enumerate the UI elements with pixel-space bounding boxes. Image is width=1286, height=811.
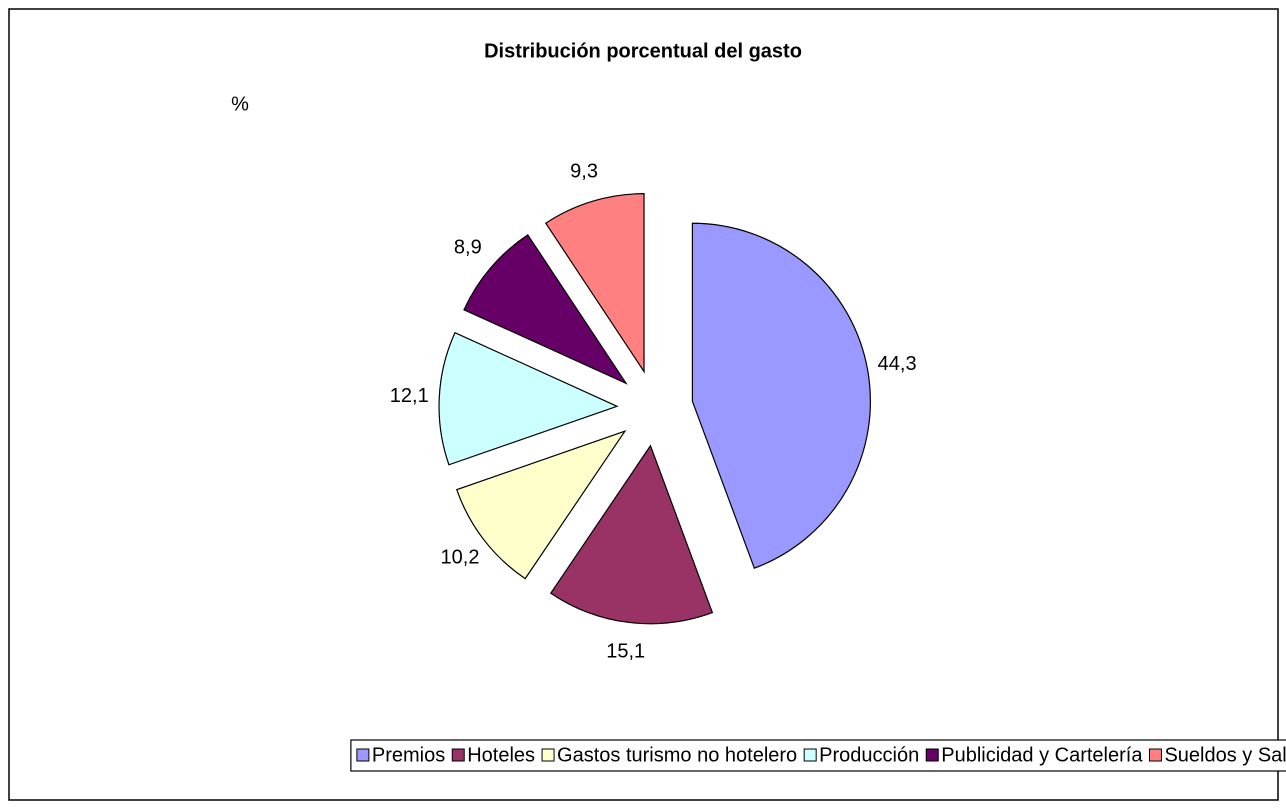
data-label: 44,3	[878, 353, 917, 375]
legend-swatch	[925, 748, 939, 762]
legend-swatch	[541, 748, 555, 762]
legend-label: Hoteles	[467, 744, 535, 766]
data-label: 8,9	[454, 237, 482, 259]
data-label: 15,1	[606, 641, 645, 663]
chart-subtitle: %	[231, 93, 249, 115]
pie-slice	[544, 193, 645, 374]
legend-label: Gastos turismo no hotelero	[557, 744, 797, 766]
legend-swatch	[803, 748, 817, 762]
data-label: 9,3	[570, 161, 598, 183]
data-label: 12,1	[390, 385, 429, 407]
legend-label: Sueldos y Salarios	[1164, 744, 1286, 766]
legend: Premios Hoteles Gastos turismo no hotelero…	[350, 739, 1286, 772]
legend-swatch	[1148, 748, 1162, 762]
data-label: 10,2	[441, 546, 480, 568]
legend-label: Publicidad y Cartelería	[941, 744, 1143, 766]
legend-swatch	[356, 748, 370, 762]
legend-swatch	[451, 748, 465, 762]
pie-slice	[549, 444, 714, 625]
chart-title: Distribución porcentual del gasto	[484, 40, 802, 62]
chart-frame	[8, 8, 1279, 801]
legend-box	[350, 739, 1286, 772]
legend-label: Producción	[819, 744, 919, 766]
pie-slice	[463, 234, 628, 385]
pie-slice	[691, 222, 871, 569]
pie-slice	[438, 331, 619, 466]
pie-slice	[456, 430, 627, 580]
legend-label: Premios	[372, 744, 445, 766]
